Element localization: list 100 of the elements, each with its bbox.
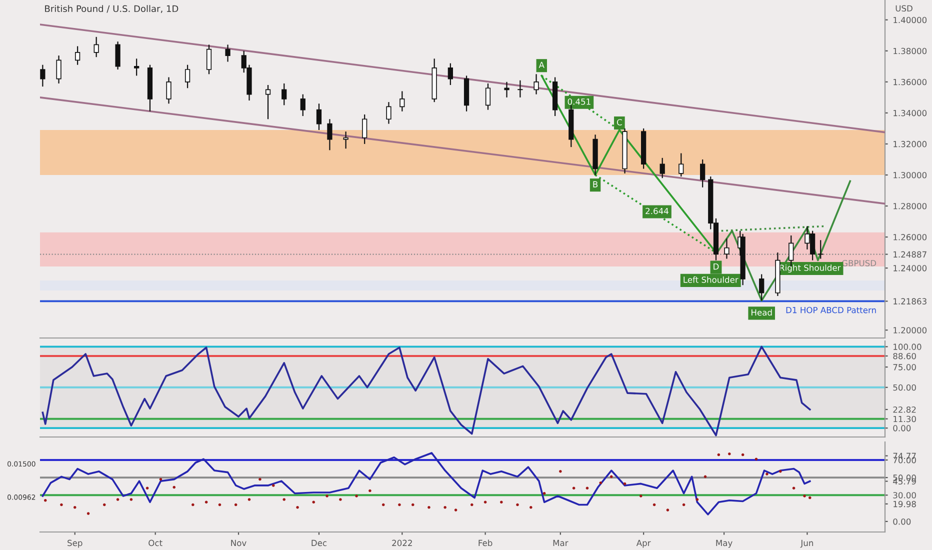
y-axis-title: USD — [896, 5, 912, 12]
point — [696, 498, 699, 501]
candlestick — [134, 58, 140, 76]
candlestick — [678, 152, 684, 178]
candlestick — [400, 90, 405, 112]
point — [312, 500, 316, 504]
candlestick — [94, 36, 99, 58]
candlestick — [362, 114, 368, 145]
y-tick-label: 1.26000 — [894, 234, 927, 240]
point — [382, 503, 385, 506]
candlestick — [660, 157, 665, 179]
point — [159, 478, 162, 481]
point — [741, 453, 744, 456]
x-tick-label: 2022 — [392, 540, 412, 546]
point — [248, 498, 251, 501]
point — [454, 508, 458, 512]
line-series — [42, 346, 811, 436]
point — [754, 458, 758, 461]
point — [682, 503, 686, 506]
candlestick — [724, 238, 730, 260]
candlestick — [386, 102, 392, 124]
point — [272, 484, 275, 487]
point — [102, 503, 106, 506]
y-tick-label: 100.00 — [894, 344, 922, 350]
y-tick-label: 1.32000 — [894, 140, 927, 148]
point — [652, 503, 656, 506]
point — [623, 482, 626, 486]
x-tick-label: Dec — [312, 540, 327, 546]
y-tick-label: 1.36000 — [894, 78, 927, 86]
annotation: 2.644 — [646, 208, 668, 214]
candlestick — [300, 94, 306, 117]
candlestick — [485, 82, 491, 110]
point — [86, 512, 90, 515]
point — [808, 496, 812, 500]
point — [172, 486, 176, 489]
candlestick — [74, 46, 80, 66]
point — [792, 486, 796, 490]
x-tick-label: Mar — [553, 540, 568, 546]
point — [73, 506, 76, 509]
point — [530, 506, 532, 509]
point — [470, 503, 474, 506]
ref-line-label: GBPUSD — [842, 260, 876, 266]
annotation: A — [538, 62, 544, 68]
point — [411, 503, 414, 506]
candlestick — [56, 54, 62, 84]
candlestick — [534, 74, 539, 95]
y-tick-label: 88.60 — [893, 352, 916, 360]
annotation: Right Shoulder — [780, 264, 841, 273]
point — [234, 503, 238, 506]
y-tick-label: 1.20000 — [894, 327, 927, 334]
point — [717, 453, 720, 456]
annotation: C — [616, 119, 622, 126]
x-tick-label: Apr — [636, 540, 651, 548]
candlestick — [115, 41, 120, 70]
chart-title: British Pound / U.S. Dollar, 1D — [45, 5, 178, 13]
point — [192, 503, 194, 506]
x-tick-label: Jun — [800, 540, 814, 548]
candlestick — [448, 62, 453, 86]
point — [44, 499, 47, 502]
y-tick-label: 22.82 — [893, 406, 916, 413]
y-tick-label: 0.00 — [893, 518, 911, 525]
y-tick-label: 1.28000 — [894, 202, 927, 210]
x-tick-label: Sep — [68, 540, 82, 548]
point — [339, 498, 342, 501]
candlestick — [518, 80, 523, 98]
y-tick-label: 1.24000 — [894, 265, 927, 272]
point — [728, 452, 731, 456]
candlestick — [759, 274, 764, 302]
point — [704, 475, 707, 478]
point — [368, 489, 372, 492]
y-tick-label: 50.00 — [893, 384, 916, 391]
y-tick-label: 1.40000 — [894, 16, 927, 24]
y-tick-label: 75.00 — [893, 364, 916, 370]
y-tick-label: 0.00 — [893, 425, 911, 432]
y-tick-label: 1.24887 — [894, 251, 926, 258]
y-tick-label: 74.77 — [893, 452, 916, 459]
annotation: Head — [752, 309, 772, 316]
annotation: B — [593, 181, 598, 188]
y-tick-label: 30.00 — [893, 492, 916, 498]
point — [218, 503, 222, 506]
x-tick-label: Feb — [478, 540, 492, 546]
annotation: Left Shoulder — [684, 276, 738, 283]
candlestick — [327, 118, 332, 151]
point — [500, 500, 503, 504]
candlestick — [225, 44, 230, 62]
y-tick-label: 1.30000 — [894, 172, 927, 178]
point — [803, 494, 806, 498]
y-tick-label: 70.00 — [893, 456, 916, 464]
point — [516, 503, 519, 506]
x-tick-label: Oct — [148, 540, 162, 546]
annotation: 0.451 — [568, 98, 590, 105]
candlestick — [206, 44, 212, 75]
point — [428, 506, 430, 509]
candlestick — [166, 76, 172, 104]
candlestick — [40, 64, 46, 88]
point — [610, 475, 613, 478]
line-series — [42, 452, 811, 516]
point — [542, 492, 546, 495]
y-tick-label: 1.34000 — [894, 110, 927, 116]
x-tick-label: Nov — [231, 540, 246, 546]
